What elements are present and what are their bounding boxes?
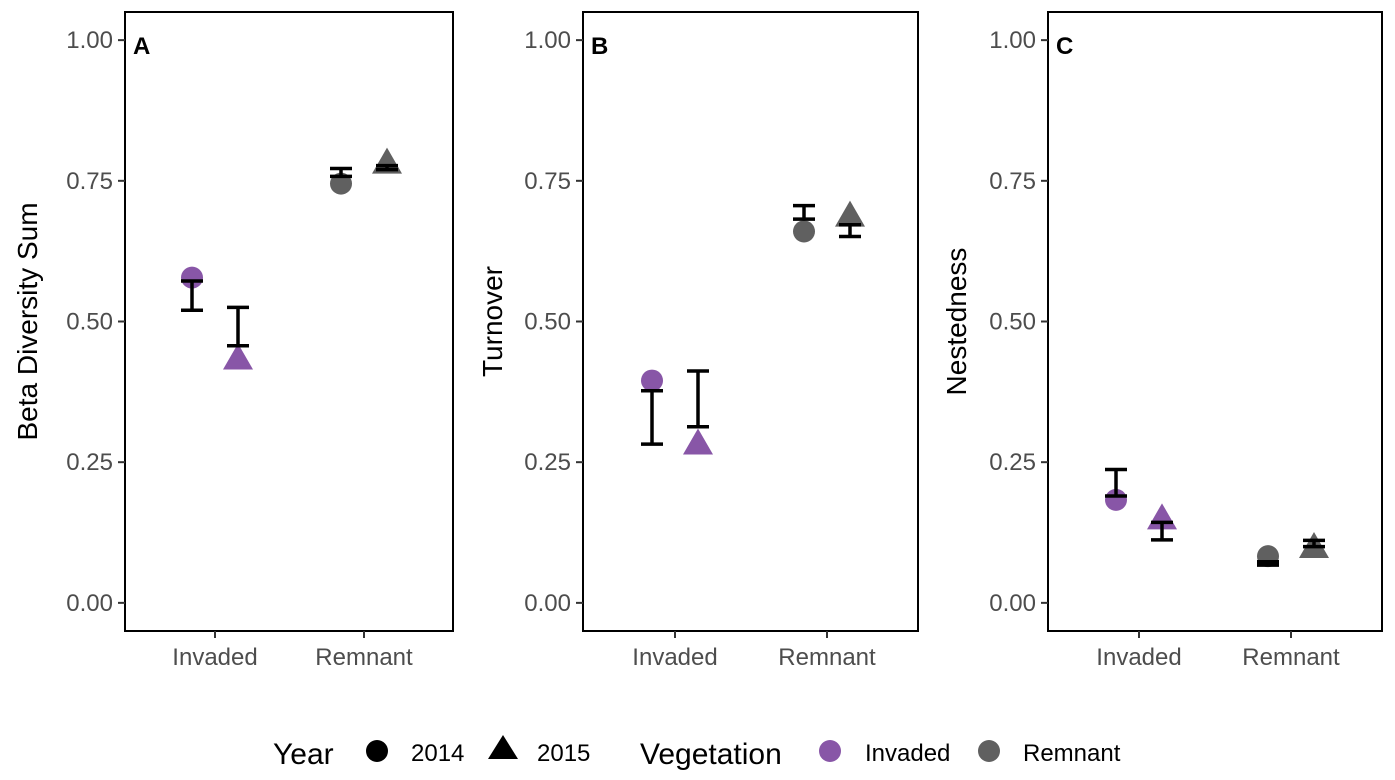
y-tick-label: 0.50 xyxy=(66,309,113,336)
legend-year-title: Year xyxy=(273,738,334,771)
point-invaded-2014 xyxy=(181,266,203,289)
errorbar-remnant-2014 xyxy=(1257,560,1279,567)
y-tick-label: 0.75 xyxy=(66,168,113,195)
legend-vegetation-title: Vegetation xyxy=(640,738,782,771)
point-remnant-2014 xyxy=(793,220,815,243)
legend-year-2014-label: 2014 xyxy=(411,740,464,767)
y-tick-label: 1.00 xyxy=(989,27,1036,54)
x-tick-label: Invaded xyxy=(1096,644,1181,671)
legend-invaded-swatch xyxy=(819,740,841,762)
y-tick-label: 0.25 xyxy=(989,449,1036,476)
y-tick-label: 0.50 xyxy=(989,309,1036,336)
legend-triangle-icon xyxy=(488,735,518,759)
x-tick-label: Remnant xyxy=(315,644,413,671)
panel-label: A xyxy=(133,33,150,60)
x-tick-label: Remnant xyxy=(778,644,876,671)
y-tick-label: 0.75 xyxy=(524,168,571,195)
legend: Year 2014 2015 Vegetation Invaded Remnan… xyxy=(273,735,1121,771)
y-tick-label: 0.25 xyxy=(66,449,113,476)
legend-remnant-swatch xyxy=(978,740,1000,762)
errorbar-remnant-2015 xyxy=(376,163,398,172)
y-tick-label: 0.00 xyxy=(524,590,571,617)
errorbar-invaded-2015 xyxy=(227,305,249,348)
errorbar-invaded-2015 xyxy=(687,369,709,429)
x-tick-label: Invaded xyxy=(172,644,257,671)
panel-border xyxy=(582,11,919,632)
x-tick-label: Invaded xyxy=(632,644,717,671)
panel-b: 0.00 0.25 0.50 0.75 1.00 Invaded Remnant Turnov… xyxy=(477,11,919,671)
panel-a: 0.00 0.25 0.50 0.75 1.00 Invaded Remnant Beta D… xyxy=(12,11,454,671)
y-axis-title: Beta Diversity Sum xyxy=(12,202,43,440)
x-tick-label: Remnant xyxy=(1242,644,1340,671)
errorbar-remnant-2014 xyxy=(330,166,352,179)
panel-c: 0.00 0.25 0.50 0.75 1.00 Invaded Remnant Nested… xyxy=(941,11,1383,671)
errorbar-invaded-2014 xyxy=(641,388,663,446)
y-tick-label: 1.00 xyxy=(66,27,113,54)
panel-label: B xyxy=(591,33,608,60)
point-invaded-2015 xyxy=(223,343,253,370)
panels: 0.00 0.25 0.50 0.75 1.00 Invaded Remnant Beta D… xyxy=(12,11,1383,671)
legend-year-2015-label: 2015 xyxy=(537,740,590,767)
errorbar-remnant-2015 xyxy=(1303,538,1325,549)
y-tick-label: 0.00 xyxy=(989,590,1036,617)
errorbar-invaded-2015 xyxy=(1151,520,1173,542)
legend-circle-icon xyxy=(366,740,388,762)
y-axis-title: Turnover xyxy=(477,266,508,377)
errorbar-remnant-2015 xyxy=(839,222,861,239)
errorbar-remnant-2014 xyxy=(793,203,815,221)
panel-border xyxy=(124,11,454,632)
legend-invaded-label: Invaded xyxy=(865,740,950,767)
y-tick-label: 0.25 xyxy=(524,449,571,476)
y-tick-label: 0.50 xyxy=(524,309,571,336)
y-tick-label: 1.00 xyxy=(524,27,571,54)
point-invaded-2014 xyxy=(641,369,663,392)
panel-label: C xyxy=(1056,33,1073,60)
legend-remnant-label: Remnant xyxy=(1023,740,1121,767)
point-remnant-2015 xyxy=(835,200,865,227)
y-axis-title: Nestedness xyxy=(941,248,972,396)
errorbar-invaded-2014 xyxy=(181,279,203,312)
panel-border xyxy=(1047,11,1383,632)
point-remnant-2014 xyxy=(330,172,352,195)
errorbar-invaded-2014 xyxy=(1105,467,1127,498)
y-tick-label: 0.75 xyxy=(989,168,1036,195)
y-tick-label: 0.00 xyxy=(66,590,113,617)
point-invaded-2015 xyxy=(683,428,713,455)
